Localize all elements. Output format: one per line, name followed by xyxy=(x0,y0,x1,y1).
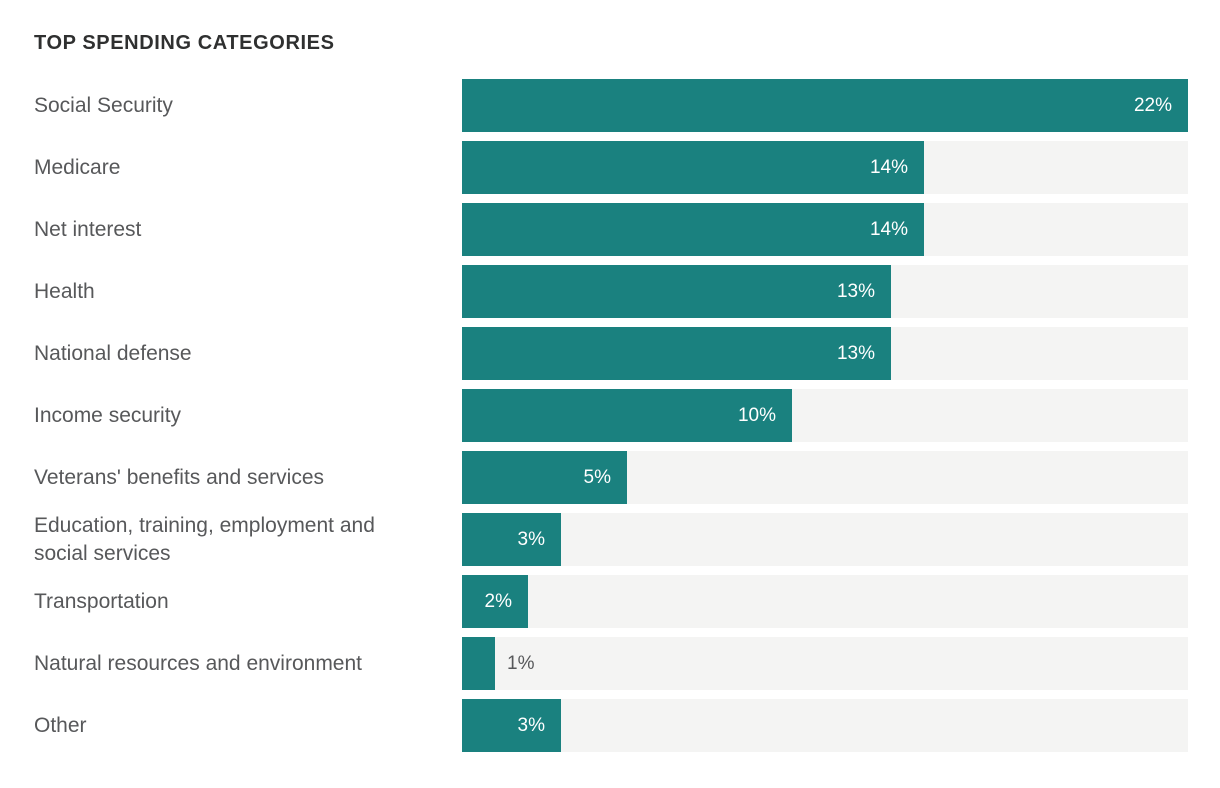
category-label-cell: Net interest xyxy=(34,203,462,256)
bar-row: National defense 13% xyxy=(34,327,1188,380)
category-label-cell: Natural resources and environment xyxy=(34,637,462,690)
value-label: 1% xyxy=(507,652,535,674)
bar-track: 22% xyxy=(462,79,1188,132)
bar-track: 10% xyxy=(462,389,1188,442)
bar: 13% xyxy=(462,327,891,380)
bar: 3% xyxy=(462,513,561,566)
bar-row: Other 3% xyxy=(34,699,1188,752)
category-label: Medicare xyxy=(34,155,121,179)
category-label-cell: Transportation xyxy=(34,575,462,628)
bar: 22% xyxy=(462,79,1188,132)
bar-track: 14% xyxy=(462,203,1188,256)
category-label-cell: Education, training, employment and soci… xyxy=(34,513,462,566)
bar-track: 3% xyxy=(462,513,1188,566)
bar-track: 1% xyxy=(462,637,1188,690)
category-label: Transportation xyxy=(34,589,169,613)
value-label: 5% xyxy=(583,466,611,488)
category-label: Social Security xyxy=(34,93,173,117)
value-label: 14% xyxy=(869,156,908,178)
bar-row: Social Security 22% xyxy=(34,79,1188,132)
category-label-cell: Health xyxy=(34,265,462,318)
category-label-cell: Social Security xyxy=(34,79,462,132)
bar-track: 5% xyxy=(462,451,1188,504)
bar: 2% xyxy=(462,575,528,628)
category-label-cell: Veterans' benefits and services xyxy=(34,451,462,504)
value-label: 3% xyxy=(517,714,545,736)
category-label: Health xyxy=(34,279,95,303)
bar: 10% xyxy=(462,389,792,442)
category-label-cell: Income security xyxy=(34,389,462,442)
value-label: 13% xyxy=(836,342,875,364)
bar-row: Net interest 14% xyxy=(34,203,1188,256)
value-label: 10% xyxy=(737,404,776,426)
category-label: Education, training, employment and soci… xyxy=(34,513,375,565)
bar-row: Health 13% xyxy=(34,265,1188,318)
bar-row: Veterans' benefits and services 5% xyxy=(34,451,1188,504)
bar-row: Income security 10% xyxy=(34,389,1188,442)
category-label: Income security xyxy=(34,403,182,427)
category-label: Net interest xyxy=(34,217,142,241)
bar-track: 3% xyxy=(462,699,1188,752)
bar-track: 13% xyxy=(462,327,1188,380)
value-label: 3% xyxy=(517,528,545,550)
category-label: Other xyxy=(34,713,87,737)
chart-title: TOP SPENDING CATEGORIES xyxy=(34,32,335,54)
value-label: 13% xyxy=(836,280,875,302)
bar: 5% xyxy=(462,451,627,504)
value-label: 2% xyxy=(484,590,512,612)
bar-track: 14% xyxy=(462,141,1188,194)
category-label-cell: Other xyxy=(34,699,462,752)
bar-track: 2% xyxy=(462,575,1188,628)
category-label-cell: Medicare xyxy=(34,141,462,194)
bar-row: Natural resources and environment 1% xyxy=(34,637,1188,690)
bar: 14% xyxy=(462,203,924,256)
bar-row: Education, training, employment and soci… xyxy=(34,513,1188,566)
category-label: National defense xyxy=(34,341,192,365)
bar-track: 13% xyxy=(462,265,1188,318)
category-label: Veterans' benefits and services xyxy=(34,465,325,489)
bar-rows: Social Security 22% Medicare 14% Net int… xyxy=(34,79,1188,752)
category-label: Natural resources and environment xyxy=(34,651,363,675)
value-label: 22% xyxy=(1133,94,1172,116)
bar: 14% xyxy=(462,141,924,194)
category-label-cell: National defense xyxy=(34,327,462,380)
bar: 13% xyxy=(462,265,891,318)
bar-row: Transportation 2% xyxy=(34,575,1188,628)
value-label: 14% xyxy=(869,218,908,240)
bar-row: Medicare 14% xyxy=(34,141,1188,194)
bar: 3% xyxy=(462,699,561,752)
spending-chart: TOP SPENDING CATEGORIES Social Security … xyxy=(34,32,1188,752)
bar xyxy=(462,637,495,690)
